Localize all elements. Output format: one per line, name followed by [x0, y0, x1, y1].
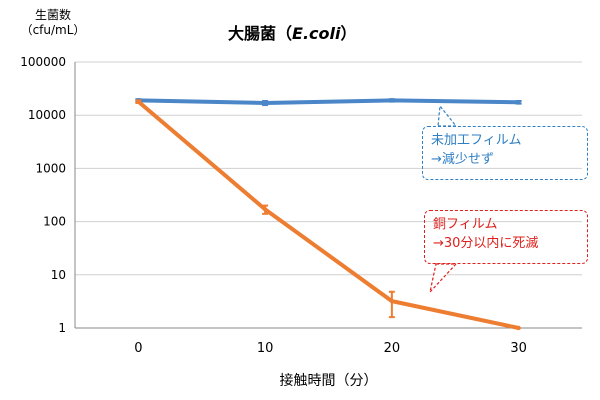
callout-copper-line1: 銅フィルム: [433, 217, 498, 232]
callout-untreated: 未加工フィルム →減少せず: [422, 126, 588, 180]
x-tick-label: 30: [510, 341, 527, 356]
callout-untreated-line1: 未加工フィルム: [431, 133, 522, 148]
data-point-copper: [389, 298, 395, 304]
callout-copper-line2: →30分以内に死滅: [433, 236, 539, 251]
y-axis-label: 生菌数 （cfu/mL）: [18, 8, 88, 38]
x-tick-label: 10: [257, 341, 274, 356]
series-line-untreated: [138, 98, 519, 105]
data-point-copper: [136, 99, 141, 104]
x-tick-label: 0: [134, 341, 142, 356]
y-tick-label: 1: [58, 321, 66, 335]
callout-untreated-line2: →減少せず: [431, 152, 494, 167]
y-tick-label: 100: [43, 215, 66, 229]
y-tick-label: 10000: [28, 108, 66, 122]
data-point-untreated: [389, 98, 395, 103]
data-point-untreated: [262, 100, 268, 106]
callout-untreated-pointer: [437, 104, 458, 127]
chart-title-species: E.coli: [292, 24, 341, 43]
data-point-untreated: [516, 100, 521, 105]
data-point-copper: [262, 207, 268, 212]
chart-title-main: 大腸菌（: [228, 24, 293, 43]
data-point-copper: [516, 325, 521, 331]
y-axis-label-line2: （cfu/mL）: [20, 23, 86, 37]
callout-copper-pointer: [428, 263, 458, 295]
x-tick-label: 20: [384, 341, 401, 356]
series-line-copper: [137, 100, 520, 330]
y-axis-label-line1: 生菌数: [34, 8, 71, 22]
callout-copper: 銅フィルム →30分以内に死滅: [424, 210, 588, 264]
y-tick-label: 100000: [20, 55, 66, 69]
x-axis-title: 接触時間（分）: [280, 372, 378, 389]
chart-title-tail: ）: [340, 24, 357, 43]
chart-title: 大腸菌（E.coli）: [228, 20, 356, 44]
y-tick-label: 1000: [35, 161, 66, 175]
y-tick-label: 10: [51, 268, 66, 282]
